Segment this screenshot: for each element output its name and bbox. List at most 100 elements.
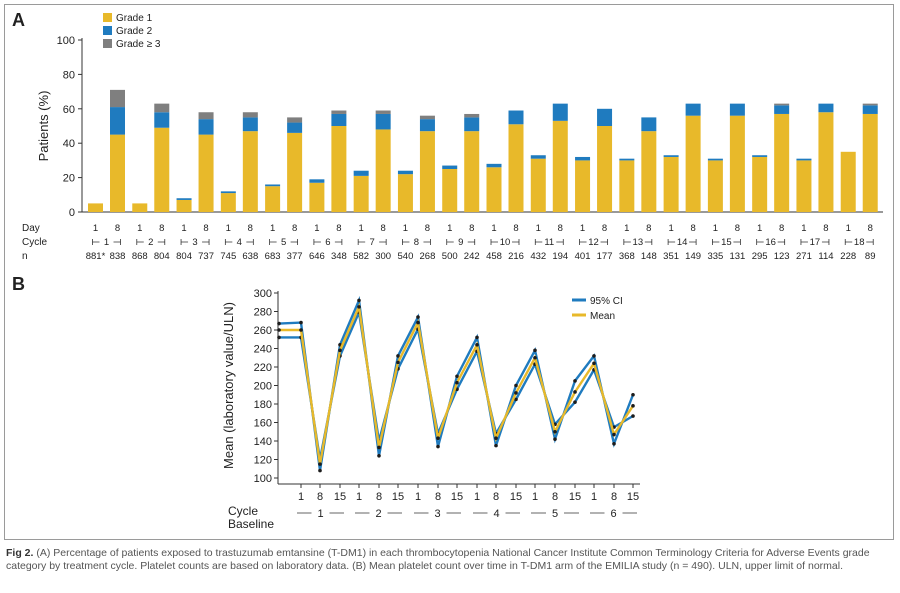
- legend-label: Grade ≥ 3: [116, 39, 161, 50]
- cycle-label: 13: [633, 237, 644, 248]
- bar-segment-grade-1: [707, 160, 723, 212]
- day-tick-label: 8: [868, 223, 873, 234]
- x-tick-label: 8: [435, 491, 441, 503]
- x-tick-label: 15: [334, 491, 346, 503]
- bar-segment-grade-2: [774, 105, 790, 114]
- cycle-label-bg: [409, 237, 424, 247]
- cycle-label-bg: [453, 237, 468, 247]
- n-value-label: 368: [619, 251, 635, 262]
- bar-segment-grade-1: [397, 174, 413, 212]
- bar-segment-grade-1: [464, 131, 480, 212]
- cycle-label: 4: [493, 508, 499, 520]
- data-point: [573, 400, 577, 404]
- n-value-label: 300: [375, 251, 391, 262]
- bar-segment-grade-1: [198, 134, 214, 212]
- cycle-label: 3: [192, 237, 197, 248]
- data-point: [357, 298, 361, 303]
- bar-segment-grade-1: [575, 160, 591, 212]
- bar-segment-grade-2: [198, 119, 214, 135]
- day-tick-label: 1: [314, 223, 319, 234]
- n-value-label: 194: [552, 251, 568, 262]
- y-tick-label: 280: [254, 307, 272, 319]
- bar-segment-grade-3: [419, 115, 435, 120]
- data-point: [514, 391, 518, 395]
- n-value-label: 271: [796, 251, 812, 262]
- cycle-label-bg: [542, 237, 557, 247]
- cycle-label: 6: [610, 508, 616, 520]
- panel-b-line-chart: 100 120 140 160 180 200 220 240 260 280 300 Mean (l…: [221, 288, 640, 531]
- day-tick-label: 8: [513, 223, 518, 234]
- y-tick-label: 100: [57, 35, 75, 47]
- day-tick-label: 8: [735, 223, 740, 234]
- n-value-label: 804: [154, 251, 170, 262]
- bar-segment-grade-2: [729, 103, 745, 116]
- caption-label: Fig 2.: [6, 547, 34, 559]
- n-value-label: 268: [420, 251, 436, 262]
- n-value-label: 401: [575, 251, 591, 262]
- cycle-label: 1: [104, 237, 109, 248]
- data-point: [277, 328, 281, 332]
- n-value-label: 500: [442, 251, 458, 262]
- cycle-label: 10: [500, 237, 511, 248]
- bar-segment-grade-1: [840, 151, 856, 212]
- data-point: [299, 320, 303, 325]
- data-point: [396, 360, 400, 365]
- cycle-label-bg: [320, 237, 335, 247]
- bar-segment-grade-1: [597, 126, 613, 212]
- bar-segment-grade-1: [796, 160, 812, 212]
- bar-segment-grade-1: [331, 126, 347, 212]
- cycle-label-bg: [428, 506, 447, 518]
- n-value-label: 540: [398, 251, 414, 262]
- cycle-label: 4: [237, 237, 242, 248]
- mean-line: [279, 302, 635, 465]
- cycle-label-bg: [232, 237, 247, 247]
- cycle-label: 14: [677, 237, 688, 248]
- cycle-label-bg: [807, 237, 822, 247]
- bar-segment-grade-1: [419, 131, 435, 212]
- x-tick-label: 1: [591, 491, 597, 503]
- x-tick-label: 8: [376, 491, 382, 503]
- data-point: [436, 444, 440, 449]
- day-tick-label: 8: [646, 223, 651, 234]
- n-value-label: 458: [486, 251, 502, 262]
- n-value-label: 123: [774, 251, 790, 262]
- bar-segment-grade-1: [242, 131, 258, 212]
- data-point: [455, 374, 459, 379]
- bar-segment-grade-1: [132, 203, 148, 212]
- bar-segment-grade-2: [110, 107, 125, 135]
- bar-segment-grade-1: [862, 113, 878, 212]
- n-value-label: 582: [353, 251, 369, 262]
- data-point: [377, 454, 381, 458]
- bar-segment-grade-1: [154, 127, 170, 212]
- day-tick-label: 1: [668, 223, 673, 234]
- bar-segment-grade-1: [220, 193, 236, 212]
- panel-a-label: A: [12, 10, 25, 30]
- cycle-label-bg: [487, 506, 506, 518]
- x-tick-label: 15: [627, 491, 639, 503]
- x-tick-label: 1: [356, 491, 362, 503]
- day-tick-label: 1: [447, 223, 452, 234]
- data-point: [573, 379, 577, 383]
- day-tick-label: 8: [159, 223, 164, 234]
- day-tick-label: 1: [359, 223, 364, 234]
- bar-segment-grade-2: [796, 158, 812, 161]
- bar-segment-grade-1: [353, 175, 369, 212]
- y-tick-label: 60: [63, 104, 75, 116]
- x-tick-label: 15: [392, 491, 404, 503]
- bar-segment-grade-1: [265, 186, 281, 212]
- data-point: [455, 380, 459, 385]
- cycle-label-bg: [311, 506, 330, 518]
- bar-segment-grade-1: [88, 203, 103, 212]
- bar-segment-grade-3: [242, 112, 258, 118]
- data-point: [377, 445, 381, 450]
- day-tick-label: 1: [801, 223, 806, 234]
- bar-segment-grade-2: [242, 117, 258, 132]
- bar-segment-grade-2: [530, 155, 546, 159]
- day-tick-label: 8: [779, 223, 784, 234]
- n-value-label: 868: [132, 251, 148, 262]
- data-point: [573, 390, 577, 394]
- bar-segment-grade-3: [774, 103, 790, 106]
- n-value-label: 216: [508, 251, 524, 262]
